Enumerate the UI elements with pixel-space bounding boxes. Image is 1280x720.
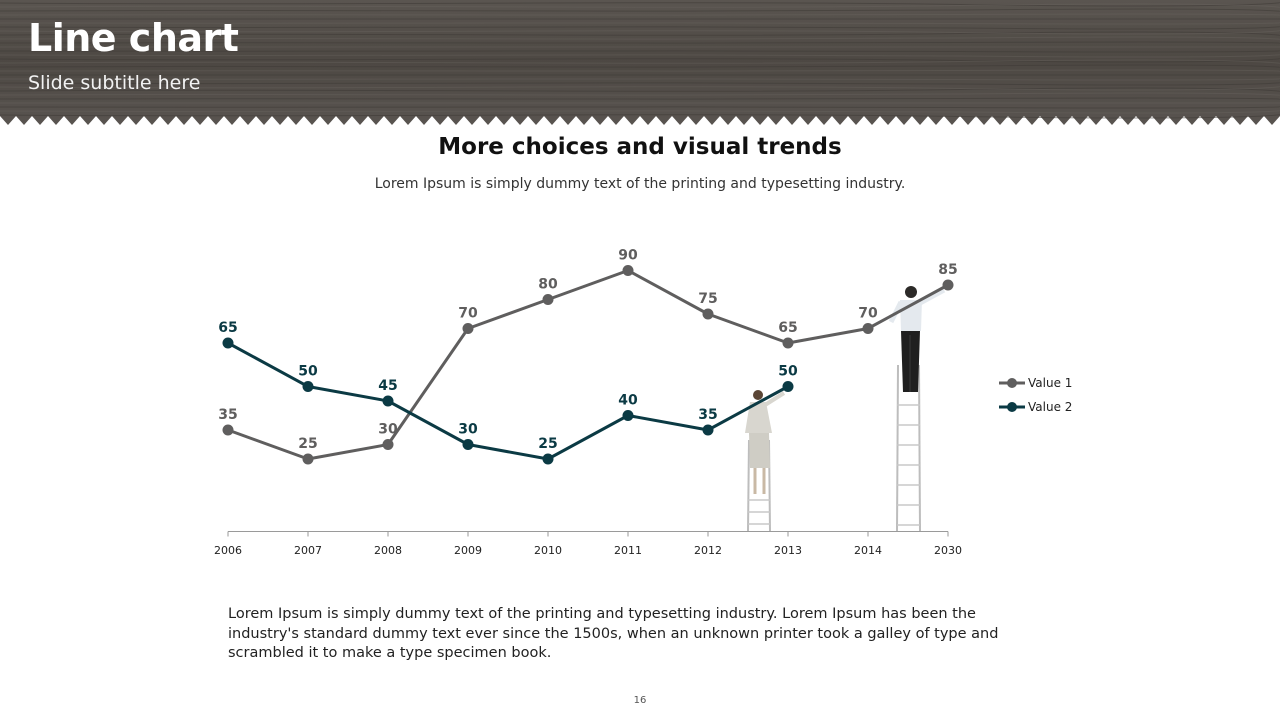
x-tick-label: 2008 bbox=[374, 544, 402, 557]
data-point-series-1 bbox=[942, 279, 954, 291]
x-tick-label: 2013 bbox=[774, 544, 802, 557]
wood-texture-background bbox=[0, 0, 1280, 125]
data-point-series-1 bbox=[222, 424, 234, 436]
legend-swatch-marker bbox=[1007, 402, 1017, 412]
legend-swatch-marker bbox=[1007, 378, 1017, 388]
data-label-series-1: 70 bbox=[858, 306, 878, 322]
data-label-series-2: 45 bbox=[378, 378, 397, 394]
line-chart: 2006 2007 2008 2009 2010 2011 2012 2013 2014 2030… bbox=[214, 248, 1072, 558]
data-point-series-1 bbox=[542, 294, 554, 305]
data-label-series-1: 85 bbox=[938, 262, 957, 278]
data-point-series-1 bbox=[462, 323, 474, 334]
ladder-person-woman-illustration bbox=[745, 390, 786, 532]
data-label-series-2: 50 bbox=[778, 364, 798, 380]
data-point-series-2 bbox=[622, 410, 634, 421]
x-tick-label: 2011 bbox=[614, 544, 642, 557]
data-point-series-1 bbox=[702, 308, 714, 320]
data-point-series-2 bbox=[222, 337, 234, 349]
data-label-series-1: 65 bbox=[778, 320, 797, 336]
data-label-series-1: 90 bbox=[618, 248, 638, 264]
data-label-series-2: 65 bbox=[218, 320, 237, 336]
x-tick-label: 2009 bbox=[454, 544, 482, 557]
body-paragraph: Lorem Ipsum is simply dummy text of the … bbox=[228, 606, 999, 661]
data-label-series-1: 25 bbox=[298, 436, 317, 452]
data-label-series-1: 35 bbox=[218, 407, 237, 423]
data-point-series-2 bbox=[782, 381, 794, 392]
x-tick-label: 2012 bbox=[694, 544, 722, 557]
slide-title: Line chart bbox=[28, 16, 239, 60]
series-line-1 bbox=[227, 269, 949, 461]
data-point-series-2 bbox=[382, 395, 394, 407]
data-point-series-1 bbox=[862, 323, 874, 334]
chart-title: More choices and visual trends bbox=[438, 134, 842, 160]
chart-subtitle: Lorem Ipsum is simply dummy text of the … bbox=[374, 176, 906, 192]
legend-label: Value 1 bbox=[1028, 376, 1072, 390]
data-label-series-2: 50 bbox=[298, 364, 318, 380]
data-point-series-1 bbox=[382, 439, 394, 450]
data-label-series-2: 30 bbox=[458, 422, 478, 438]
data-label-series-1: 80 bbox=[538, 277, 558, 293]
data-point-series-1 bbox=[782, 337, 794, 349]
page-number: 16 bbox=[633, 695, 647, 706]
data-point-series-2 bbox=[462, 439, 474, 450]
x-tick-label: 2007 bbox=[294, 544, 322, 557]
legend-label: Value 2 bbox=[1028, 400, 1072, 414]
series-line-2 bbox=[227, 341, 789, 461]
data-point-series-2 bbox=[702, 424, 714, 436]
x-tick-label: 2014 bbox=[854, 544, 882, 557]
data-label-series-2: 25 bbox=[538, 436, 557, 452]
slide-subtitle: Slide subtitle here bbox=[28, 72, 201, 94]
data-point-series-1 bbox=[622, 265, 634, 276]
x-tick-label: 2030 bbox=[934, 544, 962, 557]
header-banner: Line chart Slide subtitle here bbox=[0, 0, 1280, 126]
data-label-series-1: 70 bbox=[458, 306, 478, 322]
data-point-series-2 bbox=[542, 453, 554, 465]
data-label-series-2: 40 bbox=[618, 393, 638, 409]
data-point-series-1 bbox=[302, 453, 314, 465]
data-label-series-1: 75 bbox=[698, 291, 717, 307]
x-tick-label: 2010 bbox=[534, 544, 562, 557]
data-point-series-2 bbox=[302, 381, 314, 392]
ladder-person-man-illustration bbox=[888, 286, 946, 532]
data-label-series-2: 35 bbox=[698, 407, 717, 423]
x-tick-label: 2006 bbox=[214, 544, 242, 557]
data-label-series-1: 30 bbox=[378, 422, 398, 438]
